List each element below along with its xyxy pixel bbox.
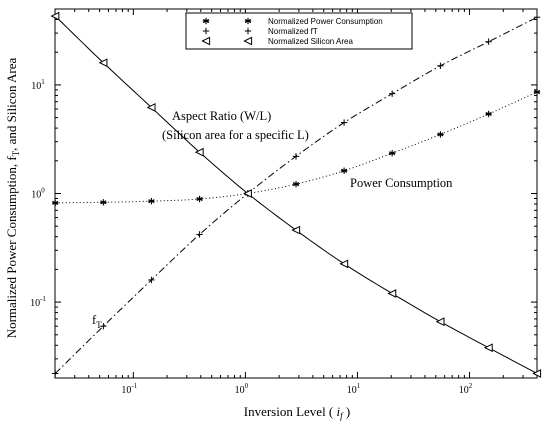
- y-tick-label: 100: [31, 187, 45, 201]
- data-point: [100, 199, 107, 206]
- y-axis-label: Normalized Power Consumption, fT, and Si…: [4, 57, 21, 338]
- legend-marker: [244, 17, 252, 25]
- y-axis-label-main: Normalized Power Consumption, f: [4, 156, 19, 339]
- data-point: [196, 231, 203, 238]
- y-axis-label-end: , and Silicon Area: [4, 57, 19, 150]
- data-point: [388, 90, 396, 97]
- data-point: [98, 58, 108, 68]
- axis-ticks: 10-1 100 101 102 10-1 100 101: [30, 8, 538, 396]
- legend-marker: [202, 17, 210, 25]
- x-tick-label: 10-1: [121, 382, 137, 396]
- plot-area: [54, 8, 538, 379]
- x-tick-label: 100: [235, 382, 249, 396]
- legend-label: Normalized Power Consumption: [268, 17, 383, 26]
- data-point: [485, 110, 492, 118]
- series-group: [50, 11, 542, 378]
- legend-marker: [243, 36, 253, 46]
- data-point: [50, 11, 60, 21]
- x-axis-label-main: Inversion Level (: [244, 404, 337, 419]
- x-tick-label: 102: [459, 382, 473, 396]
- data-point: [292, 180, 300, 188]
- data-point: [483, 343, 493, 353]
- y-tick-label: 10-1: [30, 295, 46, 309]
- series-2: [50, 11, 542, 378]
- data-point: [146, 103, 156, 112]
- y-axis-label-sub: T: [11, 150, 21, 156]
- data-point: [243, 189, 252, 198]
- legend-box: [185, 12, 413, 50]
- data-point: [340, 119, 348, 126]
- x-tick-label: 101: [347, 382, 361, 396]
- legend-marker: [201, 36, 211, 46]
- x-axis-label-var: i: [337, 404, 341, 419]
- data-point: [52, 199, 59, 207]
- data-point: [52, 370, 59, 377]
- data-point: [194, 147, 204, 157]
- x-axis-label-sub: f: [340, 411, 344, 421]
- ft-annotation: fT: [92, 313, 102, 330]
- data-point: [148, 276, 155, 284]
- x-axis-label-end: ): [343, 404, 351, 419]
- legend-label: Normalized Silicon Area: [268, 37, 353, 46]
- data-point: [339, 259, 349, 269]
- data-point: [148, 197, 155, 205]
- ft-annotation-sub: T: [96, 320, 102, 330]
- data-point: [437, 131, 444, 138]
- legend-label: Normalized fT: [268, 27, 318, 36]
- data-point: [387, 289, 397, 298]
- x-axis-label: Inversion Level ( if ): [244, 404, 351, 421]
- series-1: [52, 14, 541, 377]
- power-consumption-annotation: Power Consumption: [350, 176, 453, 190]
- data-point: [532, 369, 542, 378]
- aspect-ratio-annotation: Aspect Ratio (W/L): [172, 109, 271, 123]
- y-tick-label: 101: [31, 78, 45, 92]
- data-point: [437, 62, 444, 69]
- series-line: [54, 15, 538, 374]
- data-point: [388, 150, 396, 157]
- data-point: [196, 195, 203, 203]
- data-point: [340, 167, 348, 174]
- data-point: [533, 14, 541, 21]
- series-line: [54, 16, 538, 374]
- legend-marker: [202, 27, 210, 35]
- data-point: [485, 38, 492, 45]
- series-0: [52, 88, 541, 207]
- legend-marker: [244, 27, 252, 35]
- data-point: [292, 153, 300, 160]
- ft-annotation-main: f: [92, 313, 97, 327]
- data-point: [533, 88, 541, 96]
- data-point: [100, 322, 107, 330]
- data-point: [291, 225, 301, 235]
- silicon-area-annotation: (Silicon area for a specific L): [162, 128, 309, 142]
- data-point: [435, 317, 445, 327]
